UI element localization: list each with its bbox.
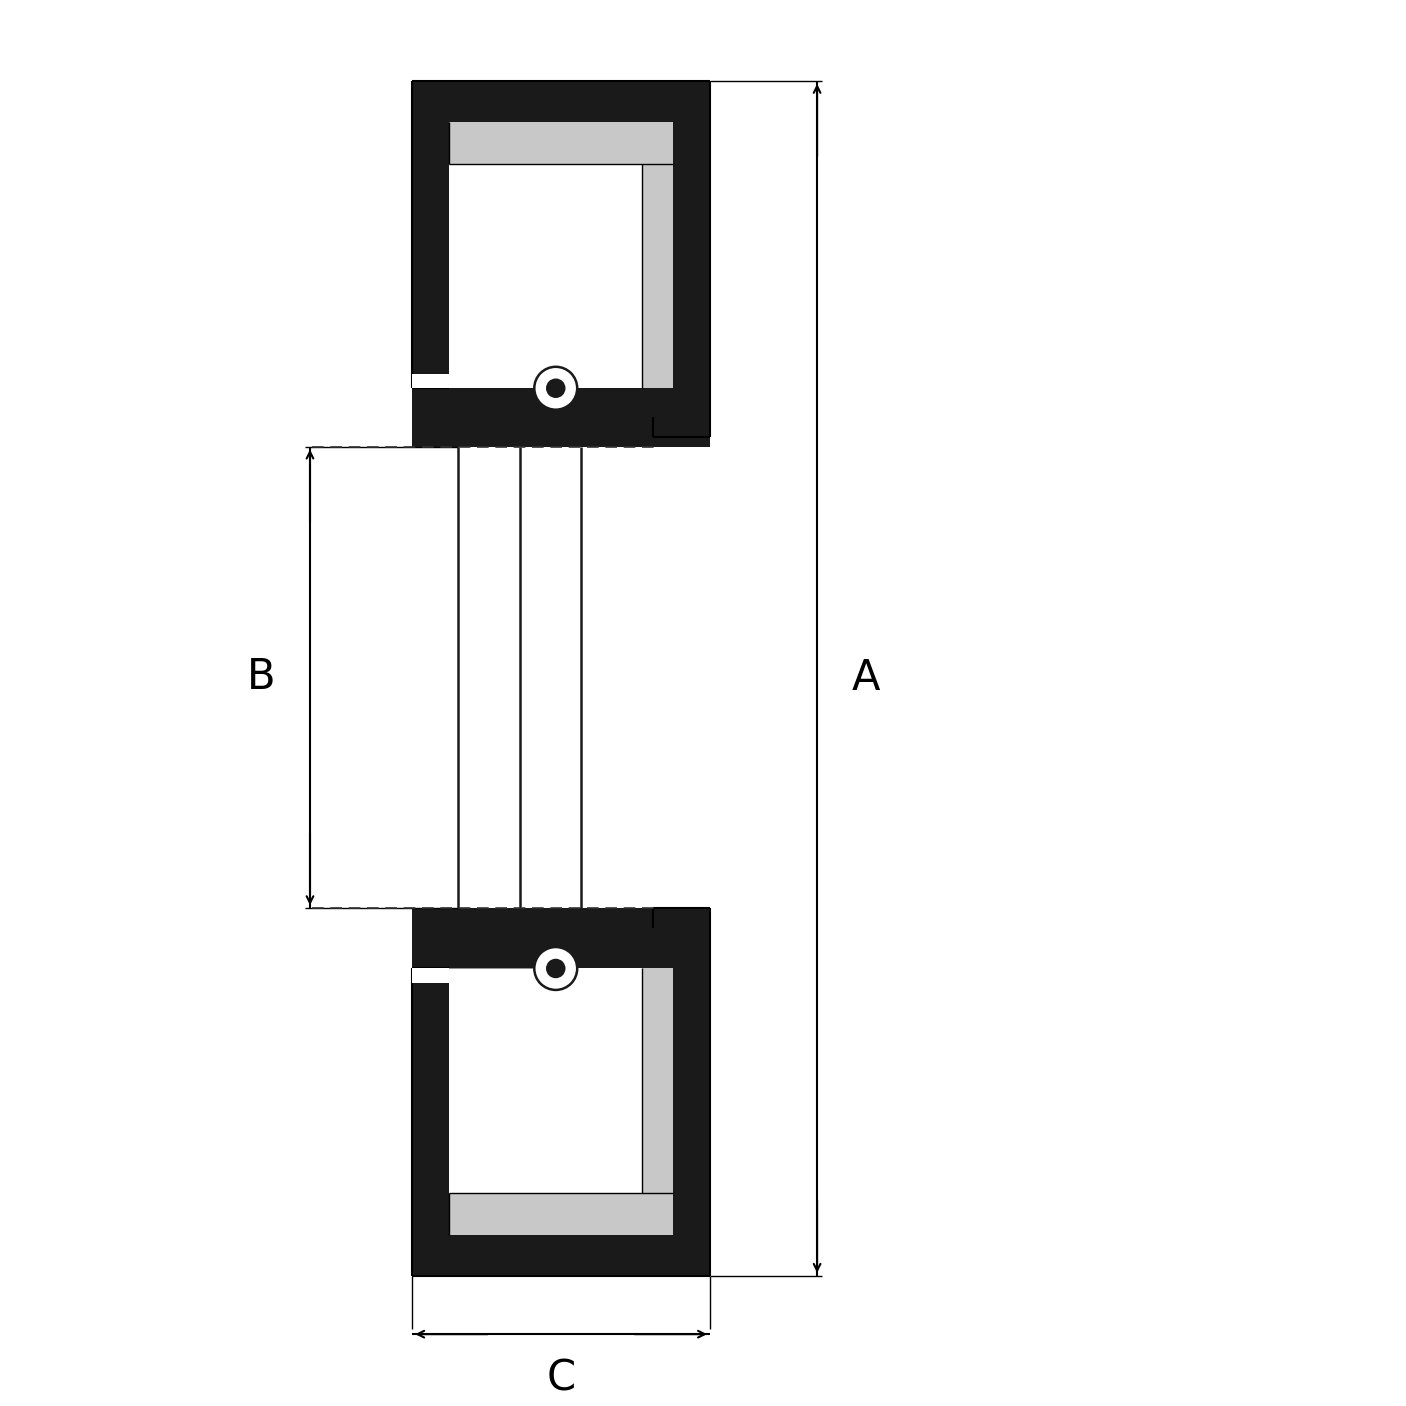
Polygon shape: [412, 908, 710, 1275]
Polygon shape: [412, 969, 450, 983]
Text: C: C: [547, 1357, 575, 1399]
Polygon shape: [412, 388, 564, 440]
Text: B: B: [247, 657, 276, 699]
Polygon shape: [412, 82, 710, 447]
Polygon shape: [641, 969, 672, 1192]
Circle shape: [534, 367, 578, 409]
Polygon shape: [412, 374, 450, 388]
Polygon shape: [450, 122, 672, 165]
Polygon shape: [450, 1192, 672, 1234]
Polygon shape: [641, 165, 672, 388]
Circle shape: [534, 948, 578, 990]
Text: A: A: [852, 658, 880, 699]
Polygon shape: [450, 165, 641, 388]
Polygon shape: [450, 969, 641, 1192]
Circle shape: [546, 378, 565, 398]
Circle shape: [546, 959, 565, 979]
Polygon shape: [412, 917, 564, 969]
